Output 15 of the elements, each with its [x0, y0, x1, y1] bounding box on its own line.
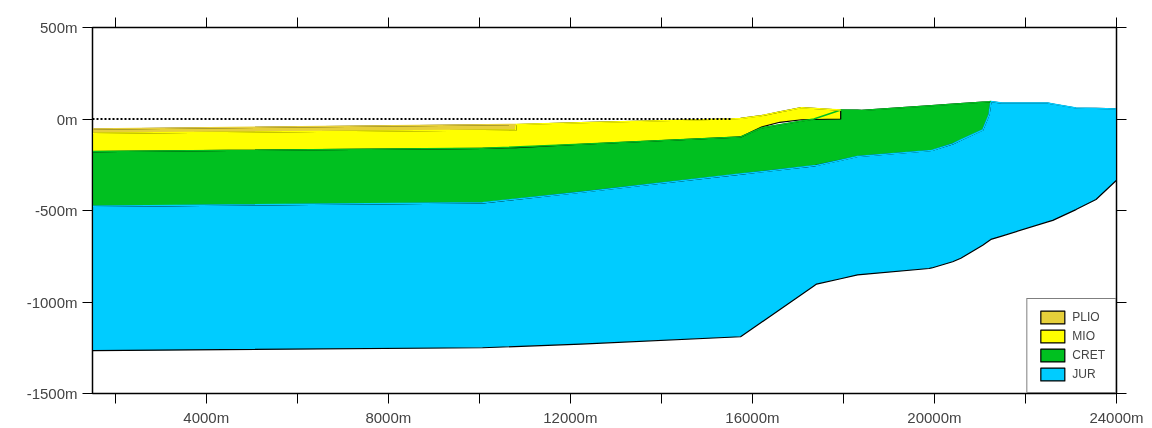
x-tick-label: 4000m	[183, 408, 230, 426]
legend-label: JUR	[1072, 367, 1096, 381]
legend-label: CRET	[1072, 348, 1105, 362]
x-tick-label: 20000m	[907, 408, 962, 426]
y-tick-label: -500m	[34, 202, 78, 219]
x-tick-label: 16000m	[725, 408, 780, 426]
y-tick-label: -1000m	[26, 293, 78, 311]
x-tick-label: 24000m	[1089, 408, 1144, 426]
x-tick-label: 12000m	[543, 408, 598, 426]
legend-label: MIO	[1072, 329, 1095, 343]
y-tick-label: 0m	[56, 110, 78, 128]
y-tick-label: 500m	[39, 19, 78, 36]
x-tick-label: 8000m	[365, 408, 412, 426]
y-tick-label: -1500m	[26, 385, 78, 402]
legend-label: PLIO	[1072, 310, 1100, 324]
